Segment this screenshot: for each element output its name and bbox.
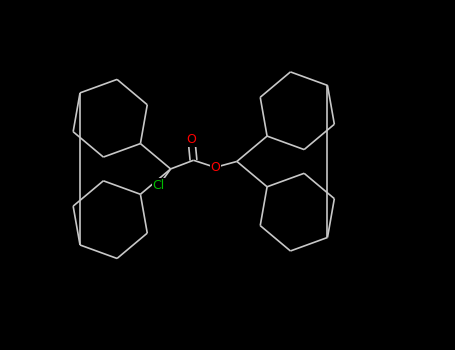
Text: O: O — [187, 133, 197, 146]
Text: Cl: Cl — [153, 179, 165, 192]
Text: O: O — [210, 161, 220, 174]
